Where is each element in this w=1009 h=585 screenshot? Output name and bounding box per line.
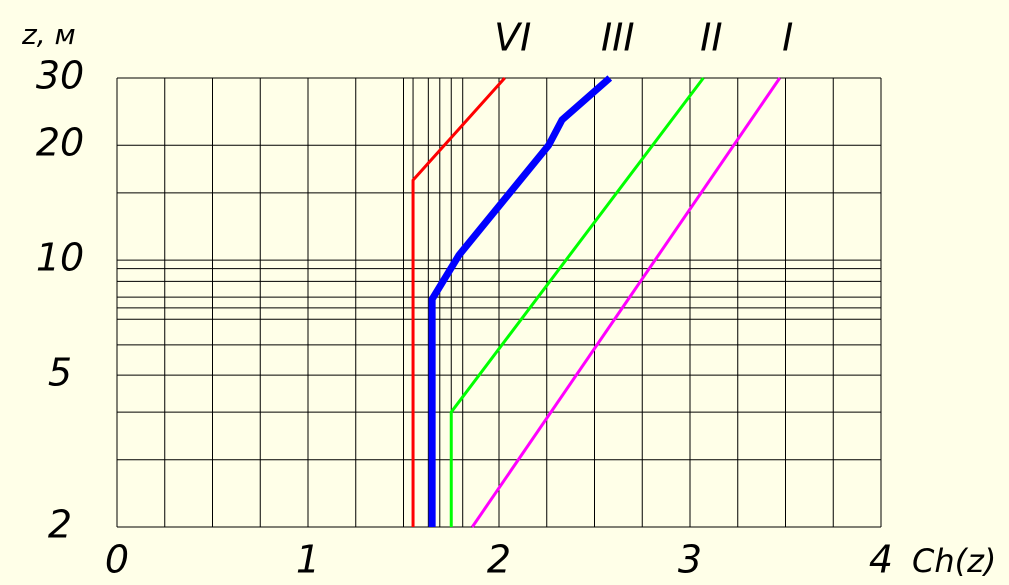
series-line	[449, 77, 705, 527]
y-axis-label: z, м	[21, 18, 76, 51]
x-tick-label: 4	[869, 538, 893, 582]
y-tick-label: 30	[36, 54, 84, 98]
y-tick-label: 10	[36, 236, 84, 280]
series-line	[471, 77, 782, 528]
series-label: VI	[494, 16, 531, 60]
x-tick-label: 0	[105, 538, 129, 582]
x-axis-label: Ch(z)	[912, 542, 996, 580]
series-label: I	[782, 16, 793, 60]
y-tick-label: 20	[36, 121, 84, 165]
series-label: III	[601, 16, 635, 60]
series-line	[411, 76, 506, 527]
y-tick-label: 5	[48, 351, 72, 395]
series-line	[428, 75, 613, 527]
x-tick-label: 1	[296, 538, 320, 582]
y-tick-label: 2	[48, 503, 72, 547]
x-tick-label: 3	[678, 538, 702, 582]
series-label: II	[700, 16, 722, 60]
x-tick-label: 2	[487, 538, 511, 582]
